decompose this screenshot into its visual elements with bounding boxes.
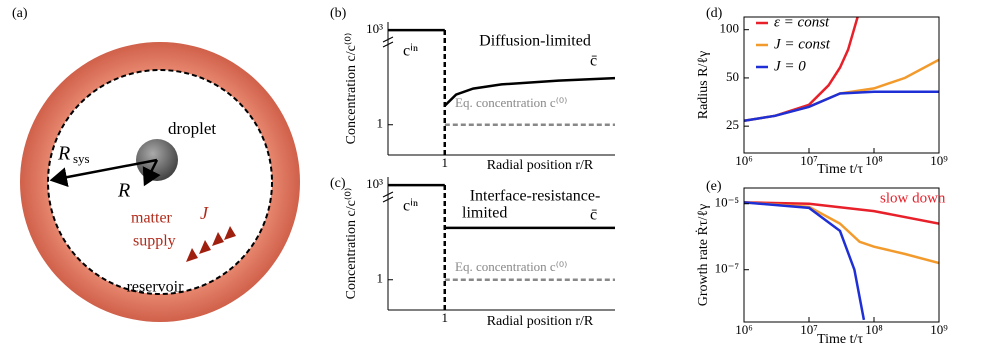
label: R xyxy=(57,143,70,165)
y-tick-label: 10⁻⁷ xyxy=(715,261,739,276)
y-tick-label: 50 xyxy=(726,69,739,84)
panel-label: (c) xyxy=(330,176,346,191)
x-axis-label: Radial position r/R xyxy=(487,158,594,173)
series-line xyxy=(443,76,615,107)
panel-label: (e) xyxy=(706,179,722,194)
x-axis-label: Time t/τ xyxy=(817,332,863,347)
annotation: limited xyxy=(462,205,507,222)
y-tick-label: 1 xyxy=(377,271,384,286)
chart: (b) Concentration c/c⁽⁰⁾ Radial position r… xyxy=(330,6,615,173)
x-tick-label: 1 xyxy=(442,155,449,170)
y-tick-label: 10⁻⁵ xyxy=(715,195,739,210)
x-tick-label: 10⁹ xyxy=(930,153,948,168)
system-boundary xyxy=(47,69,273,295)
supply-arrows xyxy=(186,226,236,262)
arrow xyxy=(49,158,158,188)
legend-label: J = 0 xyxy=(774,58,806,74)
y-tick-label: 10³ xyxy=(366,21,383,36)
chart: (e) Growth rate Ṙτ/ℓγ Time t/τ 10⁶ 10⁷ 10⁸ 10⁹… xyxy=(695,179,948,347)
axis-break xyxy=(382,191,394,203)
label: matter xyxy=(131,210,173,227)
series-label: Eq. concentration c⁽⁰⁾ xyxy=(455,259,567,274)
label: reservoir xyxy=(127,279,185,296)
chart: (d) Radius R/ℓγ Time t/τ 10⁶ 10⁷ 10⁸ 10⁹ 25 50 10… xyxy=(696,6,948,177)
panel-label: (d) xyxy=(706,6,723,21)
legend-label: J = const xyxy=(774,36,831,52)
y-axis-label: Growth rate Ṙτ/ℓγ xyxy=(695,204,711,307)
frame xyxy=(743,16,940,154)
y-axis-label: Radius R/ℓγ xyxy=(696,51,711,120)
arrow xyxy=(142,159,161,187)
x-tick-label: 10⁸ xyxy=(865,153,883,168)
series-line xyxy=(744,201,939,225)
x-tick-label: 10⁸ xyxy=(865,322,883,337)
x-tick-label: 10⁷ xyxy=(800,153,818,168)
series-label: cⁱⁿ xyxy=(403,43,418,60)
frame xyxy=(743,187,940,323)
x-tick-label: 10⁶ xyxy=(735,322,753,337)
x-tick-label: 10⁹ xyxy=(930,322,948,337)
x-axis-label: Radial position r/R xyxy=(487,314,594,329)
series-label: c̄ xyxy=(590,53,597,70)
chart: (c)Concentration c/c⁽⁰⁾ Radial position r… xyxy=(330,176,615,329)
series-label: cⁱⁿ xyxy=(403,198,418,215)
label: J xyxy=(200,203,209,223)
label: droplet xyxy=(168,119,216,138)
label: R xyxy=(117,180,130,202)
series-line xyxy=(744,201,866,321)
legend-label: ε = const xyxy=(774,14,830,30)
axis-break xyxy=(382,36,394,48)
y-tick-label: 25 xyxy=(726,117,739,132)
x-tick-label: 1 xyxy=(442,310,449,325)
label: supply xyxy=(133,233,176,250)
x-axis-label: Time t/τ xyxy=(817,162,863,177)
panel-label: (b) xyxy=(330,6,347,21)
diagram: (a) droplet R sys R matter supply J rese… xyxy=(12,6,300,322)
x-tick-label: 10⁶ xyxy=(735,153,753,168)
x-tick-label: 10⁷ xyxy=(800,322,818,337)
panel-label: (a) xyxy=(12,6,28,21)
label: sys xyxy=(73,151,90,166)
y-tick-label: 100 xyxy=(720,21,740,36)
series-line xyxy=(744,90,939,123)
annotation: Interface-resistance- xyxy=(470,188,601,205)
series-label: Eq. concentration c⁽⁰⁾ xyxy=(455,95,567,110)
annotation: Diffusion-limited xyxy=(479,33,591,50)
y-tick-label: 1 xyxy=(377,116,384,131)
annotation: slow down xyxy=(880,190,946,206)
y-tick-label: 10³ xyxy=(366,176,383,191)
series-label: c̄ xyxy=(590,207,597,224)
y-axis-label: Concentration c/c⁽⁰⁾ xyxy=(344,188,359,300)
y-axis-label: Concentration c/c⁽⁰⁾ xyxy=(344,33,359,145)
